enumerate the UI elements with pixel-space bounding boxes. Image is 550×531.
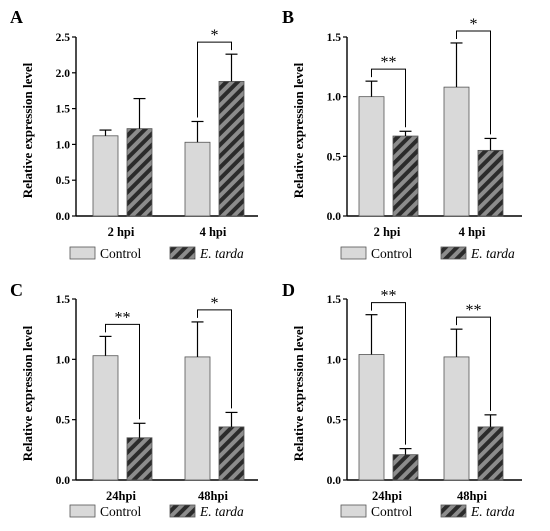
legend-label-control: Control (371, 246, 413, 261)
legend-label-control: Control (100, 246, 142, 261)
chart-panel-b: B Relative expression level 0.0 0.5 1.0 1.5 2 … (282, 7, 522, 261)
chart-panel-a: A Relative expression level 0.0 0.5 1.0 1.5 2.… (10, 7, 258, 261)
x-tick-label: 4 hpi (200, 225, 227, 239)
y-tick-label: 0.0 (327, 211, 342, 223)
significance-label: * (211, 27, 219, 44)
significance-bracket (371, 68, 406, 128)
y-axis-label: Relative expression level (20, 62, 35, 198)
y-axis-label: Relative expression level (20, 325, 35, 461)
y-tick-label: 0.5 (327, 415, 342, 427)
legend: Control E. tarda (69, 504, 244, 519)
control-bar (443, 86, 470, 217)
significance-label: ** (381, 288, 397, 305)
legend-swatch-treatment (169, 504, 196, 518)
x-tick-label: 48hpi (198, 489, 228, 503)
significance-bracket (456, 316, 491, 411)
treatment-bar (218, 80, 245, 217)
y-tick-label: 0.5 (56, 175, 71, 187)
legend-swatch-treatment (169, 246, 196, 260)
significance-bracket (105, 323, 140, 420)
y-tick-label: 1.0 (56, 139, 71, 151)
y-tick-label: 2.5 (56, 32, 71, 44)
legend-label-control: Control (371, 504, 413, 519)
legend: Control E. tarda (340, 246, 515, 261)
legend-label-treatment: E. tarda (470, 504, 515, 519)
y-tick-label: 0.0 (56, 475, 71, 487)
legend-swatch-treatment (440, 504, 467, 518)
y-tick-label: 1.5 (327, 294, 342, 306)
legend-swatch-control (340, 246, 367, 260)
significance-label: ** (115, 309, 131, 326)
treatment-bar (477, 426, 504, 481)
significance-label: * (211, 295, 219, 312)
control-bar (443, 356, 470, 481)
treatment-bar (126, 128, 153, 217)
x-tick-label: 24hpi (372, 489, 402, 503)
x-tick-label: 48hpi (457, 489, 487, 503)
legend: Control E. tarda (69, 246, 244, 261)
treatment-bar (477, 149, 504, 217)
panel-label: C (10, 280, 23, 300)
control-bar (184, 141, 211, 217)
treatment-bar (126, 437, 153, 481)
legend-label-treatment: E. tarda (199, 504, 244, 519)
control-bar (92, 355, 119, 481)
control-bar (92, 135, 119, 217)
y-tick-label: 1.5 (327, 32, 342, 44)
significance-bracket (197, 41, 232, 118)
y-tick-label: 0.5 (56, 415, 71, 427)
legend-label-control: Control (100, 504, 142, 519)
y-axis-label: Relative expression level (291, 62, 306, 198)
x-tick-label: 24hpi (106, 489, 136, 503)
legend-swatch-control (69, 504, 96, 518)
panel-label: D (282, 280, 295, 300)
y-tick-label: 1.5 (56, 104, 71, 116)
y-axis-label: Relative expression level (291, 325, 306, 461)
y-tick-label: 2.0 (56, 68, 71, 80)
panel-label: B (282, 7, 294, 27)
y-tick-label: 1.0 (56, 354, 71, 366)
significance-label: * (470, 16, 478, 33)
legend-swatch-control (69, 246, 96, 260)
y-tick-label: 1.0 (327, 92, 342, 104)
treatment-bar (218, 426, 245, 481)
significance-bracket (371, 302, 406, 445)
significance-bracket (197, 309, 232, 409)
significance-label: ** (381, 54, 397, 71)
chart-panel-c: C Relative expression level 0.0 0.5 1.0 1.5 24… (10, 280, 258, 519)
significance-bracket (456, 30, 491, 135)
legend-label-treatment: E. tarda (470, 246, 515, 261)
y-tick-label: 0.5 (327, 151, 342, 163)
chart-panel-d: D Relative expression level 0.0 0.5 1.0 1.5 24… (282, 280, 522, 519)
y-tick-label: 0.0 (327, 475, 342, 487)
panel-label: A (10, 7, 23, 27)
legend: Control E. tarda (340, 504, 515, 519)
legend-swatch-control (340, 504, 367, 518)
treatment-bar (392, 135, 419, 217)
y-tick-label: 1.5 (56, 294, 71, 306)
legend-swatch-treatment (440, 246, 467, 260)
control-bar (358, 354, 385, 481)
x-tick-label: 2 hpi (108, 225, 135, 239)
y-tick-label: 1.0 (327, 354, 342, 366)
control-bar (184, 356, 211, 481)
control-bar (358, 96, 385, 217)
significance-label: ** (466, 302, 482, 319)
treatment-bar (392, 454, 419, 481)
legend-label-treatment: E. tarda (199, 246, 244, 261)
x-tick-label: 2 hpi (374, 225, 401, 239)
x-tick-label: 4 hpi (459, 225, 486, 239)
y-tick-label: 0.0 (56, 211, 71, 223)
